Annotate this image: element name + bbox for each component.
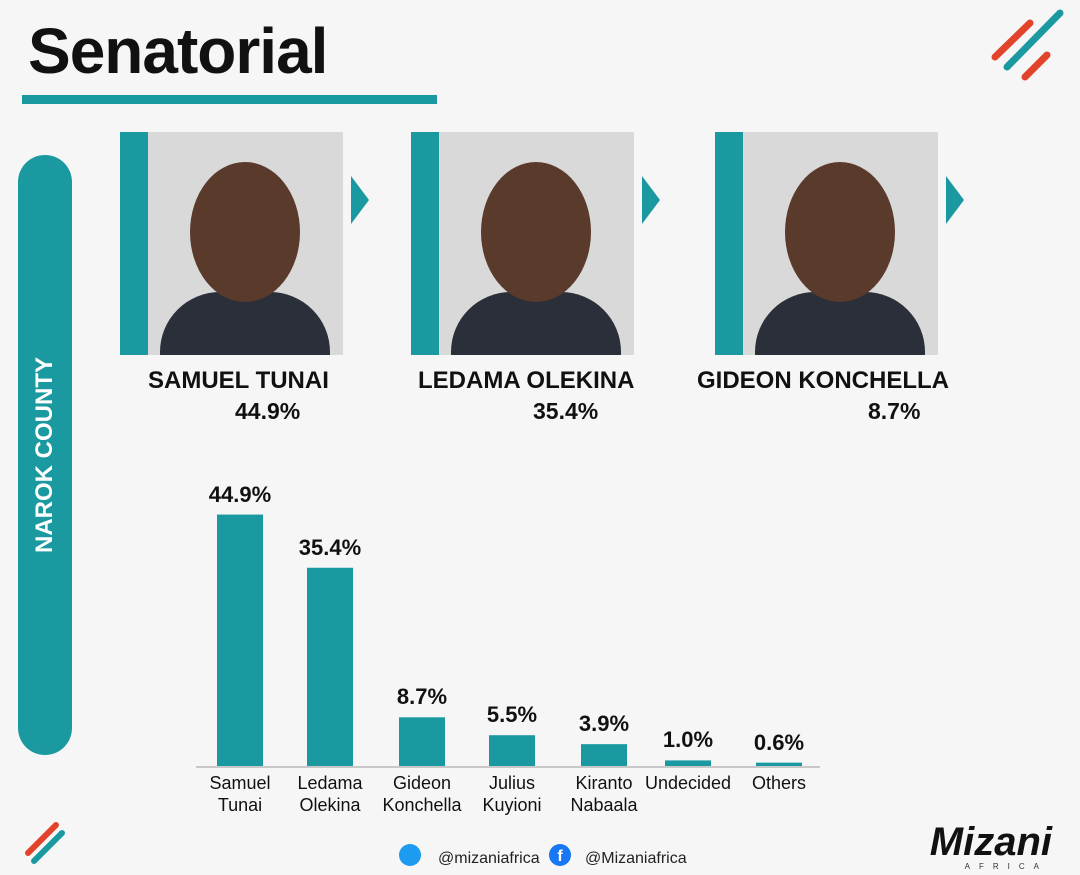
candidate-photo: [411, 132, 634, 355]
decoration: [991, 9, 1064, 81]
photo-head: [785, 162, 895, 302]
bar: [756, 762, 802, 766]
svg-text:f: f: [557, 848, 563, 865]
photo-strip: [120, 132, 148, 355]
value-label: 44.9%: [208, 481, 272, 507]
candidate-name: SAMUEL TUNAI: [148, 367, 329, 394]
photo-head: [190, 162, 300, 302]
category-label: Undecided: [644, 773, 732, 793]
photo-strip: [715, 132, 743, 355]
candidate-name: LEDAMA OLEKINA: [418, 367, 635, 394]
category-label: Julius Kuyioni: [482, 773, 542, 815]
photo-head: [481, 162, 591, 302]
bar: [217, 514, 263, 766]
arrow: [642, 176, 660, 224]
value-label: 5.5%: [486, 702, 538, 728]
value-label: 35.4%: [298, 534, 362, 560]
candidate-photo: [120, 132, 343, 355]
facebook-icon: f: [549, 844, 571, 866]
category-label: Kiranto Nabaala: [570, 773, 638, 815]
bar: [665, 760, 711, 766]
value-label: 3.9%: [578, 711, 630, 737]
photo-body: [755, 292, 925, 355]
category-label: Others: [751, 773, 807, 793]
title: Senatorial: [28, 15, 328, 87]
candidate-percent: 35.4%: [533, 398, 599, 424]
logo-subtitle: AFRICA: [964, 862, 1048, 871]
region-bar: [18, 155, 72, 755]
arrow: [946, 176, 964, 224]
photo-body: [451, 292, 621, 355]
candidate-photo: [715, 132, 938, 355]
bar: [307, 567, 353, 766]
value-label: 0.6%: [753, 729, 805, 755]
candidate-percent: 44.9%: [235, 398, 301, 424]
arrow: [351, 176, 369, 224]
photo-strip: [411, 132, 439, 355]
facebook-handle: @Mizaniafrica: [585, 850, 687, 867]
twitter-icon: [399, 844, 421, 866]
twitter-handle: @mizaniafrica: [438, 850, 540, 867]
candidate-percent: 8.7%: [868, 398, 921, 424]
category-label: Gideon Konchella: [382, 773, 462, 815]
decoration: [25, 822, 65, 864]
value-label: 8.7%: [396, 684, 448, 710]
title-underline: [22, 95, 437, 104]
category-label: Samuel Tunai: [209, 773, 271, 815]
value-label: 1.0%: [662, 727, 714, 753]
logo: Mizani: [929, 820, 1052, 864]
bar: [581, 744, 627, 766]
bar: [399, 717, 445, 766]
candidate-name: GIDEON KONCHELLA: [697, 367, 949, 394]
category-label: Ledama Olekina: [297, 773, 363, 815]
photo-body: [160, 292, 330, 355]
bar: [489, 735, 535, 766]
